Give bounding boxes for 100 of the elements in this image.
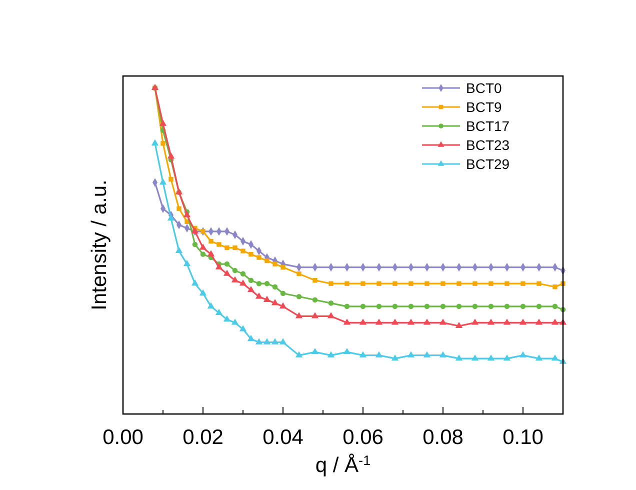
point [207, 250, 215, 256]
point [160, 141, 166, 146]
point [232, 268, 238, 274]
point [519, 351, 527, 358]
point [215, 308, 223, 315]
point [344, 304, 350, 310]
point [440, 304, 446, 310]
point [551, 354, 559, 361]
point [279, 338, 287, 344]
point [408, 281, 414, 286]
point [488, 281, 494, 286]
point [439, 351, 447, 358]
point [407, 318, 415, 325]
point [504, 304, 510, 310]
point [520, 281, 526, 286]
point [343, 348, 351, 354]
point [167, 214, 175, 220]
point [439, 318, 447, 325]
point [239, 279, 247, 286]
point [312, 297, 318, 303]
x-tick-label: 0.00 [102, 426, 144, 449]
point [175, 246, 183, 254]
point [279, 302, 287, 308]
point [263, 338, 271, 344]
point [487, 354, 495, 361]
point [224, 261, 230, 267]
point [183, 211, 191, 218]
point [536, 281, 542, 286]
point [248, 252, 254, 257]
point [239, 325, 247, 332]
point [240, 248, 246, 254]
point [503, 318, 511, 325]
point [327, 312, 335, 318]
point [295, 312, 303, 318]
y-axis-title: Intensity / a.u. [88, 180, 111, 310]
point [551, 318, 559, 325]
point [407, 351, 415, 358]
point [360, 304, 366, 310]
legend-label: BCT29 [466, 156, 510, 172]
point [224, 245, 230, 250]
point [271, 338, 279, 344]
x-tick-label: 0.08 [422, 426, 464, 449]
x-tick-label: 0.02 [182, 426, 224, 449]
point [191, 279, 199, 286]
point [456, 281, 462, 286]
point [359, 318, 367, 325]
point [207, 302, 215, 308]
point [280, 290, 286, 296]
x-tick-label: 0.04 [262, 426, 304, 449]
point [456, 304, 462, 310]
point [392, 281, 398, 286]
point [359, 351, 367, 358]
point [272, 262, 278, 266]
point [424, 304, 430, 310]
point [471, 354, 479, 361]
point [343, 318, 351, 325]
point [216, 242, 222, 247]
point [159, 178, 167, 185]
point [223, 270, 231, 276]
point [263, 296, 271, 302]
point [215, 263, 223, 270]
point [167, 152, 175, 159]
point [423, 318, 431, 325]
point [424, 281, 430, 286]
point [231, 318, 239, 325]
point [272, 284, 278, 290]
point [264, 258, 270, 264]
point [255, 292, 263, 299]
point [231, 276, 239, 282]
point [488, 304, 494, 310]
point [376, 304, 382, 310]
point [223, 315, 231, 322]
point [471, 318, 479, 325]
point [391, 318, 399, 325]
point [208, 238, 214, 244]
point [519, 318, 527, 325]
point [520, 304, 526, 310]
point [280, 264, 286, 270]
point [535, 318, 543, 325]
point [376, 281, 382, 286]
point [176, 206, 182, 211]
point [311, 348, 319, 354]
point [552, 284, 558, 290]
point [375, 351, 383, 358]
point [256, 280, 262, 286]
point [535, 354, 543, 361]
legend-label: BCT0 [466, 80, 502, 96]
point [487, 318, 495, 325]
point [168, 176, 174, 182]
point [264, 280, 270, 286]
point [375, 318, 383, 325]
point [312, 278, 318, 283]
point [247, 286, 255, 292]
point [408, 304, 414, 310]
point [191, 227, 199, 234]
point [248, 278, 254, 283]
point [328, 281, 334, 286]
point [455, 354, 463, 361]
point [199, 289, 207, 296]
point [271, 299, 279, 306]
